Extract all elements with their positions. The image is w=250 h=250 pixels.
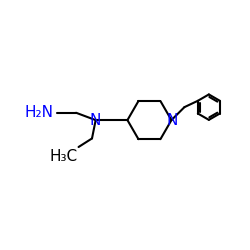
Text: H₂N: H₂N bbox=[24, 105, 54, 120]
Text: N: N bbox=[90, 112, 101, 128]
Text: H₃C: H₃C bbox=[49, 150, 77, 164]
Text: N: N bbox=[166, 112, 177, 128]
